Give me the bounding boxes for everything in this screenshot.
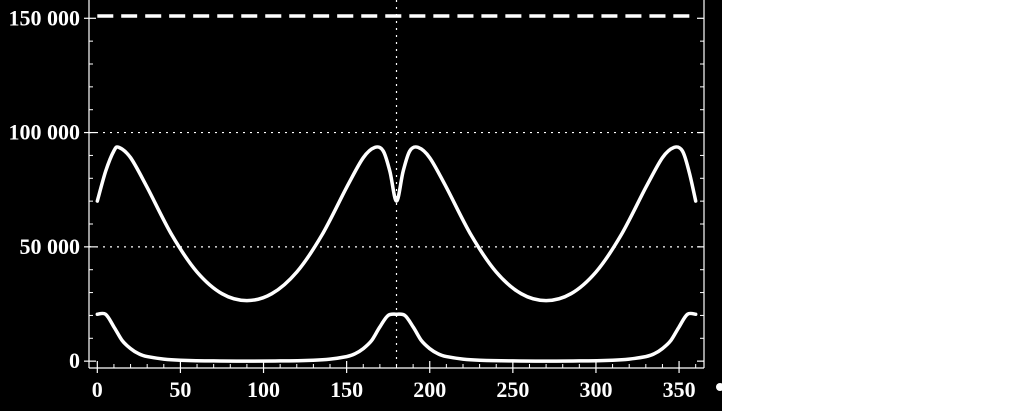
y-tick-label: 150 000 [9, 5, 81, 30]
marker-dot [716, 383, 724, 391]
blank-area [722, 0, 1023, 411]
series-line-3 [95, 311, 698, 363]
x-tick-label: 0 [92, 377, 103, 402]
series-group [95, 14, 698, 363]
axis-ticks [84, 17, 704, 373]
series-line-2 [95, 145, 698, 303]
line-chart: 0 50 100 150 200 250 300 350 0 50 000 100 000 150 0… [9, 0, 705, 402]
tick-labels: 0 50 100 150 200 250 300 350 0 50 000 100 000 150 0… [9, 5, 696, 402]
x-tick-label: 250 [496, 377, 529, 402]
y-tick-label: 0 [69, 348, 80, 373]
grid [89, 0, 704, 368]
x-tick-label: 100 [247, 377, 280, 402]
y-tick-label: 100 000 [9, 120, 81, 145]
x-tick-label: 300 [579, 377, 612, 402]
y-tick-label: 50 000 [20, 234, 81, 259]
x-tick-label: 50 [169, 377, 191, 402]
x-tick-label: 150 [330, 377, 363, 402]
x-tick-label: 200 [413, 377, 446, 402]
x-tick-label: 350 [663, 377, 696, 402]
chart-panel: 0 50 100 150 200 250 300 350 0 50 000 100 000 150 0… [0, 0, 722, 411]
